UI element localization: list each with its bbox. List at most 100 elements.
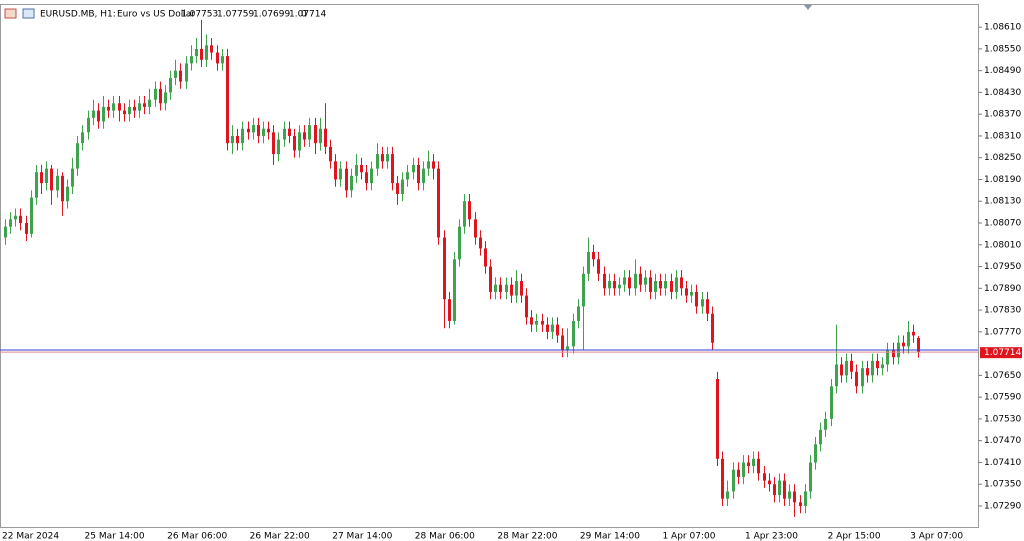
x-tick-label: 1 Apr 23:00 xyxy=(745,532,798,541)
y-tick-label: 1.08190 xyxy=(984,175,1021,185)
candle-body xyxy=(308,125,311,140)
x-tick-label: 3 Apr 07:00 xyxy=(910,532,963,541)
candle-body xyxy=(9,219,12,227)
candle-body xyxy=(639,273,642,285)
candle-body xyxy=(453,259,456,321)
candle-body xyxy=(221,56,224,64)
candle-body xyxy=(391,154,394,184)
candle-body xyxy=(107,106,110,111)
candle-body xyxy=(850,360,853,372)
candle-body xyxy=(468,201,471,220)
candle-body xyxy=(179,70,182,82)
candle-body xyxy=(314,125,317,144)
candle-body xyxy=(623,277,626,285)
candle-body xyxy=(205,45,208,60)
candle-body xyxy=(546,324,549,332)
candle-body xyxy=(819,429,822,445)
y-tick-label: 1.07410 xyxy=(984,458,1021,468)
y-tick-label: 1.08310 xyxy=(984,131,1021,141)
candle-body xyxy=(56,175,59,191)
x-tick-label: 22 Mar 2024 xyxy=(2,532,59,541)
candle-body xyxy=(61,175,64,202)
candle-body xyxy=(247,128,250,133)
candle-body xyxy=(463,201,466,227)
candle-body xyxy=(40,172,43,184)
candle-body xyxy=(81,132,84,144)
candle-body xyxy=(788,491,791,499)
candle-body xyxy=(525,295,528,318)
chart-icon xyxy=(22,8,35,19)
candle-body xyxy=(417,164,420,184)
candle-body xyxy=(14,215,17,220)
candle-body xyxy=(793,491,796,503)
x-tick-label: 28 Mar 22:00 xyxy=(497,532,557,541)
header: EURUSD.MB, H1: Euro vs US Dollar 1.07753… xyxy=(4,8,326,20)
candle-body xyxy=(551,324,554,332)
candle-body xyxy=(406,172,409,180)
candle-body xyxy=(732,469,735,492)
candle-body xyxy=(664,281,667,289)
y-tick-label: 1.08070 xyxy=(984,219,1021,229)
candle-body xyxy=(556,324,559,336)
candle-body xyxy=(216,52,219,64)
candle-body xyxy=(892,349,895,358)
y-tick-label: 1.08490 xyxy=(984,66,1021,76)
candle-body xyxy=(133,106,136,111)
y-tick-label: 1.08250 xyxy=(984,153,1021,163)
candle-body xyxy=(510,284,513,296)
x-tick-label: 26 Mar 22:00 xyxy=(250,532,310,541)
candle-body xyxy=(695,291,698,307)
candle-body xyxy=(283,128,286,140)
candle-body xyxy=(484,248,487,267)
candle-body xyxy=(71,168,74,187)
candle-body xyxy=(603,273,606,289)
candle-body xyxy=(97,110,100,122)
candle-body xyxy=(582,273,585,307)
candle-body xyxy=(855,371,858,387)
candle-body xyxy=(871,360,874,376)
candle-body xyxy=(154,88,157,100)
candle-body xyxy=(566,346,569,350)
candle-body xyxy=(644,277,647,285)
candle-body xyxy=(479,237,482,249)
candle-body xyxy=(845,360,848,376)
candle-body xyxy=(288,128,291,136)
candle-body xyxy=(437,168,440,238)
symbol: EURUSD.MB, H1: xyxy=(40,10,116,20)
candle-body xyxy=(381,154,384,162)
candle-body xyxy=(365,172,368,184)
candle-body xyxy=(396,183,399,194)
candle-body xyxy=(752,458,755,467)
candle-body xyxy=(866,368,869,376)
header-suffix: 0 xyxy=(301,10,307,20)
y-tick-label: 1.07890 xyxy=(984,284,1021,294)
candle-body xyxy=(360,164,363,173)
candle-body xyxy=(128,106,131,115)
candle-body xyxy=(76,143,79,169)
candle-body xyxy=(721,458,724,499)
candle-body xyxy=(412,164,415,173)
candle-body xyxy=(190,56,193,64)
candle-body xyxy=(298,132,301,151)
y-tick-label: 1.08430 xyxy=(984,88,1021,98)
candle-body xyxy=(577,306,580,321)
candle-body xyxy=(628,277,631,289)
candle-body xyxy=(680,277,683,289)
candle-body xyxy=(737,469,740,477)
candle-body xyxy=(608,281,611,289)
candle-body xyxy=(345,168,348,191)
x-tick-label: 29 Mar 14:00 xyxy=(580,532,640,541)
price-label-box xyxy=(980,347,1022,359)
candle-body xyxy=(634,273,637,289)
y-tick-label: 1.07290 xyxy=(984,501,1021,511)
candle-body xyxy=(386,154,389,162)
candle-body xyxy=(334,161,337,180)
candle-body xyxy=(231,135,234,144)
candle-body xyxy=(783,480,786,499)
y-tick-label: 1.07350 xyxy=(984,480,1021,490)
candle-body xyxy=(861,368,864,387)
candle-body xyxy=(267,128,270,133)
candle-body xyxy=(339,168,342,180)
